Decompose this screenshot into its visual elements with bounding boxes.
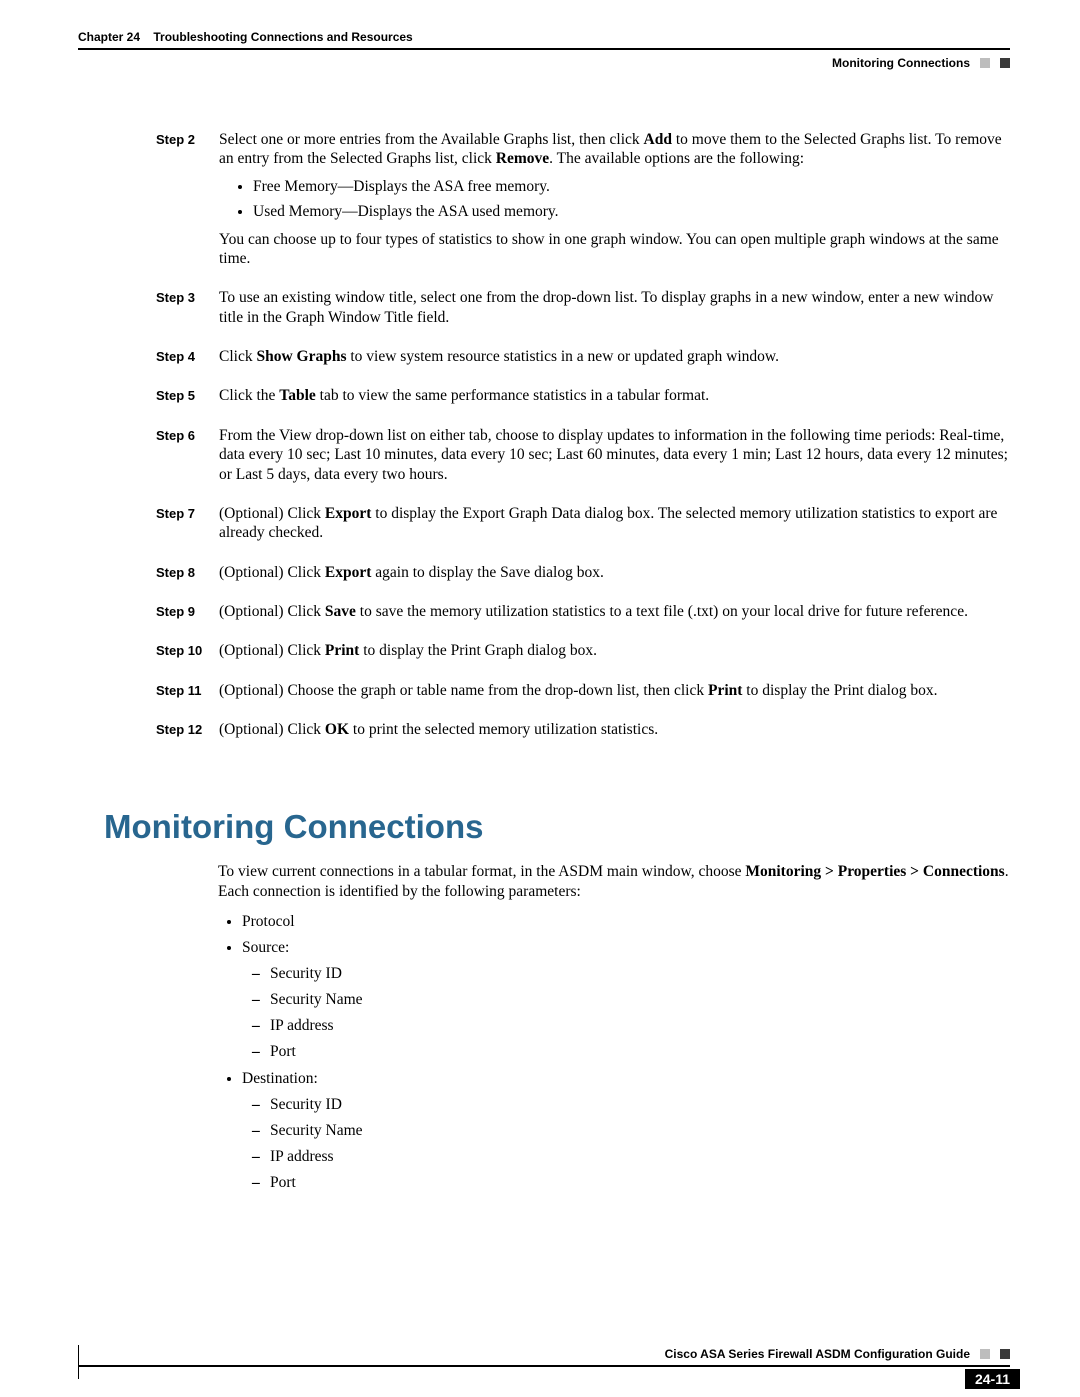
step-label: Step 11: [156, 681, 219, 698]
step-paragraph: Select one or more entries from the Avai…: [219, 130, 1010, 169]
step-row: Step 5 Click the Table tab to view the s…: [156, 386, 1010, 413]
step-label: Step 8: [156, 563, 219, 580]
step-paragraph: (Optional) Click Export to display the E…: [219, 504, 1010, 543]
subheader: Monitoring Connections: [78, 56, 1010, 70]
square-icon: [980, 58, 990, 68]
step-label: Step 10: [156, 641, 219, 658]
step-body: (Optional) Click Save to save the memory…: [219, 602, 1010, 629]
page-footer: Cisco ASA Series Firewall ASDM Configura…: [78, 1347, 1010, 1367]
sub-bullet-item: Port: [270, 1173, 1010, 1193]
sub-bullet-item: Port: [270, 1042, 1010, 1062]
bullet-item: Free Memory—Displays the ASA free memory…: [253, 177, 1010, 196]
bullet-item: Used Memory—Displays the ASA used memory…: [253, 202, 1010, 221]
section-heading: Monitoring Connections: [104, 808, 1010, 846]
step-row: Step 2 Select one or more entries from t…: [156, 130, 1010, 276]
step-label: Step 3: [156, 288, 219, 305]
step-label: Step 4: [156, 347, 219, 364]
sub-bullet-item: Security ID: [270, 1095, 1010, 1115]
sub-bullet-item: IP address: [270, 1147, 1010, 1167]
step-label: Step 7: [156, 504, 219, 521]
step-row: Step 4 Click Show Graphs to view system …: [156, 347, 1010, 374]
chapter-title: Troubleshooting Connections and Resource…: [153, 30, 412, 44]
section-bullets: Protocol Source: Security ID Security Na…: [218, 912, 1010, 1194]
page-header: Chapter 24 Troubleshooting Connections a…: [78, 30, 1010, 48]
footer-title-row: Cisco ASA Series Firewall ASDM Configura…: [78, 1347, 1010, 1361]
step-paragraph: (Optional) Choose the graph or table nam…: [219, 681, 1010, 700]
bullet-item: Destination: Security ID Security Name I…: [242, 1069, 1010, 1194]
sub-bullet-item: Security ID: [270, 964, 1010, 984]
step-paragraph: Click the Table tab to view the same per…: [219, 386, 1010, 405]
sub-bullet-item: IP address: [270, 1016, 1010, 1036]
step-row: Step 9 (Optional) Click Save to save the…: [156, 602, 1010, 629]
step-paragraph: You can choose up to four types of stati…: [219, 230, 1010, 269]
page: Chapter 24 Troubleshooting Connections a…: [0, 0, 1080, 1397]
step-row: Step 3 To use an existing window title, …: [156, 288, 1010, 335]
step-paragraph: (Optional) Click Save to save the memory…: [219, 602, 1010, 621]
step-body: (Optional) Click OK to print the selecte…: [219, 720, 1010, 747]
footer-rule: [78, 1365, 1010, 1367]
header-chapter: Chapter 24 Troubleshooting Connections a…: [78, 30, 413, 44]
sub-bullets: Security ID Security Name IP address Por…: [242, 964, 1010, 1063]
sub-bullet-item: Security Name: [270, 1121, 1010, 1141]
step-body: (Optional) Click Print to display the Pr…: [219, 641, 1010, 668]
step-body: (Optional) Click Export to display the E…: [219, 504, 1010, 551]
step-body: Select one or more entries from the Avai…: [219, 130, 1010, 276]
step-row: Step 12 (Optional) Click OK to print the…: [156, 720, 1010, 747]
step-body: (Optional) Click Export again to display…: [219, 563, 1010, 590]
step-paragraph: From the View drop-down list on either t…: [219, 426, 1010, 484]
step-label: Step 9: [156, 602, 219, 619]
sub-bullet-item: Security Name: [270, 990, 1010, 1010]
bullet-item: Source: Security ID Security Name IP add…: [242, 938, 1010, 1063]
step-paragraph: (Optional) Click Export again to display…: [219, 563, 1010, 582]
step-bullets: Free Memory—Displays the ASA free memory…: [219, 177, 1010, 222]
left-guide-mark: [78, 1345, 79, 1379]
step-label: Step 6: [156, 426, 219, 443]
step-row: Step 6 From the View drop-down list on e…: [156, 426, 1010, 492]
step-label: Step 2: [156, 130, 219, 147]
section-body: To view current connections in a tabular…: [218, 862, 1010, 1194]
step-body: From the View drop-down list on either t…: [219, 426, 1010, 492]
sub-bullets: Security ID Security Name IP address Por…: [242, 1095, 1010, 1194]
header-rule: [78, 48, 1010, 50]
step-row: Step 10 (Optional) Click Print to displa…: [156, 641, 1010, 668]
guide-title: Cisco ASA Series Firewall ASDM Configura…: [665, 1347, 970, 1361]
step-row: Step 7 (Optional) Click Export to displa…: [156, 504, 1010, 551]
page-number-badge: 24-11: [965, 1369, 1020, 1389]
content-area: Step 2 Select one or more entries from t…: [78, 130, 1010, 748]
step-paragraph: Click Show Graphs to view system resourc…: [219, 347, 1010, 366]
chapter-label: Chapter 24: [78, 30, 140, 44]
step-row: Step 8 (Optional) Click Export again to …: [156, 563, 1010, 590]
square-icon: [1000, 1349, 1010, 1359]
step-paragraph: To use an existing window title, select …: [219, 288, 1010, 327]
step-paragraph: (Optional) Click OK to print the selecte…: [219, 720, 1010, 739]
step-row: Step 11 (Optional) Choose the graph or t…: [156, 681, 1010, 708]
step-body: (Optional) Choose the graph or table nam…: [219, 681, 1010, 708]
section-name-right: Monitoring Connections: [832, 56, 970, 70]
bullet-item: Protocol: [242, 912, 1010, 932]
step-body: Click Show Graphs to view system resourc…: [219, 347, 1010, 374]
step-paragraph: (Optional) Click Print to display the Pr…: [219, 641, 1010, 660]
section-intro: To view current connections in a tabular…: [218, 862, 1010, 902]
square-icon: [980, 1349, 990, 1359]
step-label: Step 12: [156, 720, 219, 737]
step-body: To use an existing window title, select …: [219, 288, 1010, 335]
square-icon: [1000, 58, 1010, 68]
step-label: Step 5: [156, 386, 219, 403]
step-body: Click the Table tab to view the same per…: [219, 386, 1010, 413]
